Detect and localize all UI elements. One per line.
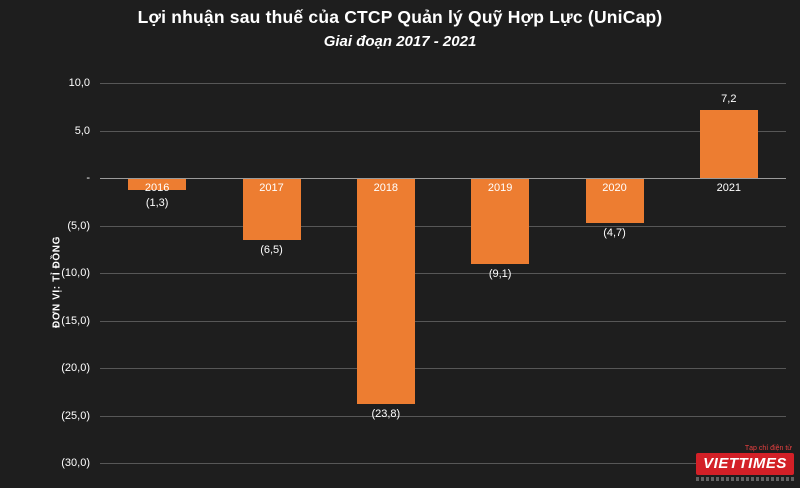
- y-tick-label: 10,0: [68, 77, 90, 89]
- bar-2016: [128, 179, 187, 191]
- category-label: 2017: [259, 182, 284, 194]
- y-tick-label: 5,0: [74, 124, 90, 137]
- category-label: 2019: [487, 182, 513, 194]
- y-tick-label: (30,0): [61, 457, 90, 469]
- plot-area: 2016 (1,3) 2017 (6,5) 2018 (23,8) 2019 (9,1) 202…: [100, 83, 786, 464]
- category-label: 2018: [373, 182, 399, 194]
- bar-2019: [471, 179, 530, 265]
- gridline: [100, 273, 786, 274]
- y-tick-label: (10,0): [61, 267, 90, 279]
- logo-top-label: Tạp chí điện tử: [744, 445, 792, 452]
- chart-title: Lợi nhuận sau thuế của CTCP Quản lý Quỹ …: [137, 7, 663, 27]
- gridline: [100, 415, 786, 417]
- y-tick-label: (5,0): [67, 219, 90, 232]
- viettimes-logo: Tạp chí điện tử VIETTIMES: [696, 444, 794, 481]
- gridline: [100, 368, 786, 369]
- category-label: 2020: [602, 182, 627, 194]
- gridline: [100, 225, 786, 227]
- value-label: (6,5): [260, 243, 283, 256]
- chart-subtitle: Giai đoạn 2017 - 2021: [323, 33, 477, 50]
- y-tick-label: -: [86, 172, 90, 184]
- bar-2020: [585, 179, 644, 223]
- y-tick-label: (20,0): [61, 362, 90, 374]
- logo-wordmark: VIETTIMES: [696, 453, 794, 475]
- value-label: (23,8): [371, 408, 401, 421]
- gridline: [100, 83, 786, 84]
- x-axis-zero-line: [100, 178, 786, 179]
- logo-tagline-decoration: [696, 477, 794, 481]
- value-label: (4,7): [603, 226, 626, 239]
- category-label: 2016: [144, 182, 170, 194]
- y-tick-label: (25,0): [61, 409, 90, 422]
- y-tick-label: (15,0): [61, 314, 90, 327]
- category-label: 2021: [716, 182, 742, 194]
- gridline: [100, 463, 786, 464]
- value-label: (1,3): [145, 197, 169, 209]
- gridline: [100, 130, 786, 132]
- gridline: [100, 320, 786, 322]
- value-label: 7,2: [721, 92, 737, 105]
- bar-2021: [699, 109, 758, 178]
- bar-2018: [356, 179, 415, 405]
- value-label: (9,1): [488, 268, 512, 281]
- bar-2017: [242, 179, 301, 240]
